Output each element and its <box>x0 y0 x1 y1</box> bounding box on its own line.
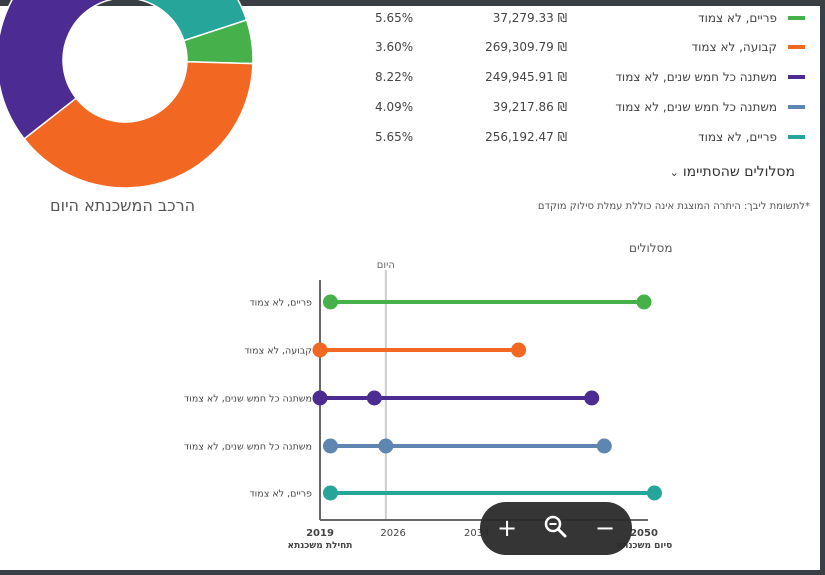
track-end-point <box>646 485 662 501</box>
allocation-row: 4.09% 39,217.86 ₪ משתנה כל חמש שנים, לא … <box>360 95 805 119</box>
row-percent: 3.60% <box>375 40 414 54</box>
teal-swatch <box>788 135 805 139</box>
allocation-row: 8.22% 249,945.91 ₪ משתנה כל חמש שנים, לא… <box>360 65 805 89</box>
zoom-icon[interactable] <box>541 514 571 544</box>
track-end-point <box>511 342 527 358</box>
allocation-row: 5.65% 37,279.33 ₪ פריים, לא צמוד <box>360 6 805 30</box>
chevron-down-icon: ⌄ <box>669 166 679 179</box>
row-amount: 39,217.86 ₪ <box>492 100 567 114</box>
row-track-name: פריים, לא צמוד <box>698 11 777 25</box>
row-track-name: קבועה, לא צמוד <box>691 40 777 54</box>
donut-slice-teal <box>136 0 248 42</box>
allocation-row: 3.60% 269,309.79 ₪ קבועה, לא צמוד <box>360 35 805 59</box>
window-bottom-edge <box>0 570 825 575</box>
track-start-point <box>312 342 328 358</box>
row-percent: 8.22% <box>375 70 414 84</box>
track-label: משתנה כל חמש שנים, לא צמוד <box>184 394 312 405</box>
track-rate-change-point <box>378 438 394 454</box>
ended-tracks-toggle[interactable]: מסלולים שהסתיימו⌄ <box>670 164 795 180</box>
track-end-point <box>596 438 612 454</box>
x-tick-sublabel: תחילת משכנתא <box>288 541 353 551</box>
today-label: היום <box>377 260 395 271</box>
mortgage-composition-donut <box>0 0 254 189</box>
track-start-point <box>322 438 338 454</box>
track-label: פריים, לא צמוד <box>249 298 312 309</box>
green-swatch <box>788 16 805 20</box>
donut-slice-purple <box>0 0 114 140</box>
steel-swatch <box>788 105 805 109</box>
zoom-out-button[interactable]: − <box>594 514 616 542</box>
x-tick-label: 2050 <box>630 528 658 539</box>
track-label: קבועה, לא צמוד <box>244 346 312 357</box>
track-label: משתנה כל חמש שנים, לא צמוד <box>184 442 312 453</box>
zoom-in-button[interactable]: + <box>496 514 518 542</box>
row-percent: 5.65% <box>375 11 414 25</box>
track-end-point <box>584 390 600 406</box>
row-amount: 256,192.47 ₪ <box>485 130 567 144</box>
x-tick-label: 2026 <box>380 528 405 539</box>
orange-swatch <box>788 45 805 49</box>
x-tick-label: 2019 <box>306 528 334 539</box>
row-percent: 5.65% <box>375 130 414 144</box>
window-top-edge <box>0 0 825 6</box>
allocation-row: 5.65% 256,192.47 ₪ פריים, לא צמוד <box>360 125 805 149</box>
row-track-name: משתנה כל חמש שנים, לא צמוד <box>615 100 777 114</box>
row-percent: 4.09% <box>375 100 414 114</box>
row-track-name: משתנה כל חמש שנים, לא צמוד <box>615 70 777 84</box>
chart-heading: מסלולים <box>629 241 673 255</box>
row-amount: 249,945.91 ₪ <box>485 70 567 84</box>
track-end-point <box>636 294 652 310</box>
purple-swatch <box>788 75 805 79</box>
track-start-point <box>322 485 338 501</box>
zoom-toolbar: + − <box>480 502 632 555</box>
early-repayment-disclaimer: *לתשומת ליבך: היתרה המוצגת אינה כוללת עמ… <box>537 201 810 212</box>
ended-tracks-label: מסלולים שהסתיימו <box>682 164 795 180</box>
window-right-edge <box>820 0 825 575</box>
track-rate-change-point <box>366 390 382 406</box>
row-amount: 37,279.33 ₪ <box>492 11 567 25</box>
track-label: פריים, לא צמוד <box>249 489 312 500</box>
magnifier-icon <box>544 515 567 538</box>
donut-slice-orange <box>23 60 254 189</box>
track-start-point <box>312 390 328 406</box>
row-track-name: פריים, לא צמוד <box>698 130 777 144</box>
donut-title: הרכב המשכנתא היום <box>50 196 196 215</box>
row-amount: 269,309.79 ₪ <box>485 40 567 54</box>
track-start-point <box>322 294 338 310</box>
